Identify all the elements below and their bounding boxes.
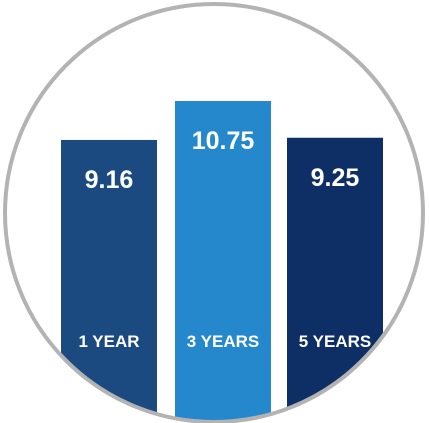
category-label-1-year: 1 YEAR: [78, 332, 139, 351]
value-label-1-year: 9.16: [85, 166, 134, 194]
category-label-5-years: 5 YEARS: [299, 332, 371, 351]
labels-layer: 9.16 1 YEAR 10.75 3 YEARS 9.25 5 YEARS: [78, 127, 371, 351]
bar-3-years: [175, 101, 271, 422]
circle-frame: [3, 2, 425, 423]
value-label-5-years: 9.25: [311, 164, 360, 192]
category-label-3-years: 3 YEARS: [187, 332, 259, 351]
bars-layer: [61, 101, 383, 422]
value-label-3-years: 10.75: [192, 127, 255, 155]
